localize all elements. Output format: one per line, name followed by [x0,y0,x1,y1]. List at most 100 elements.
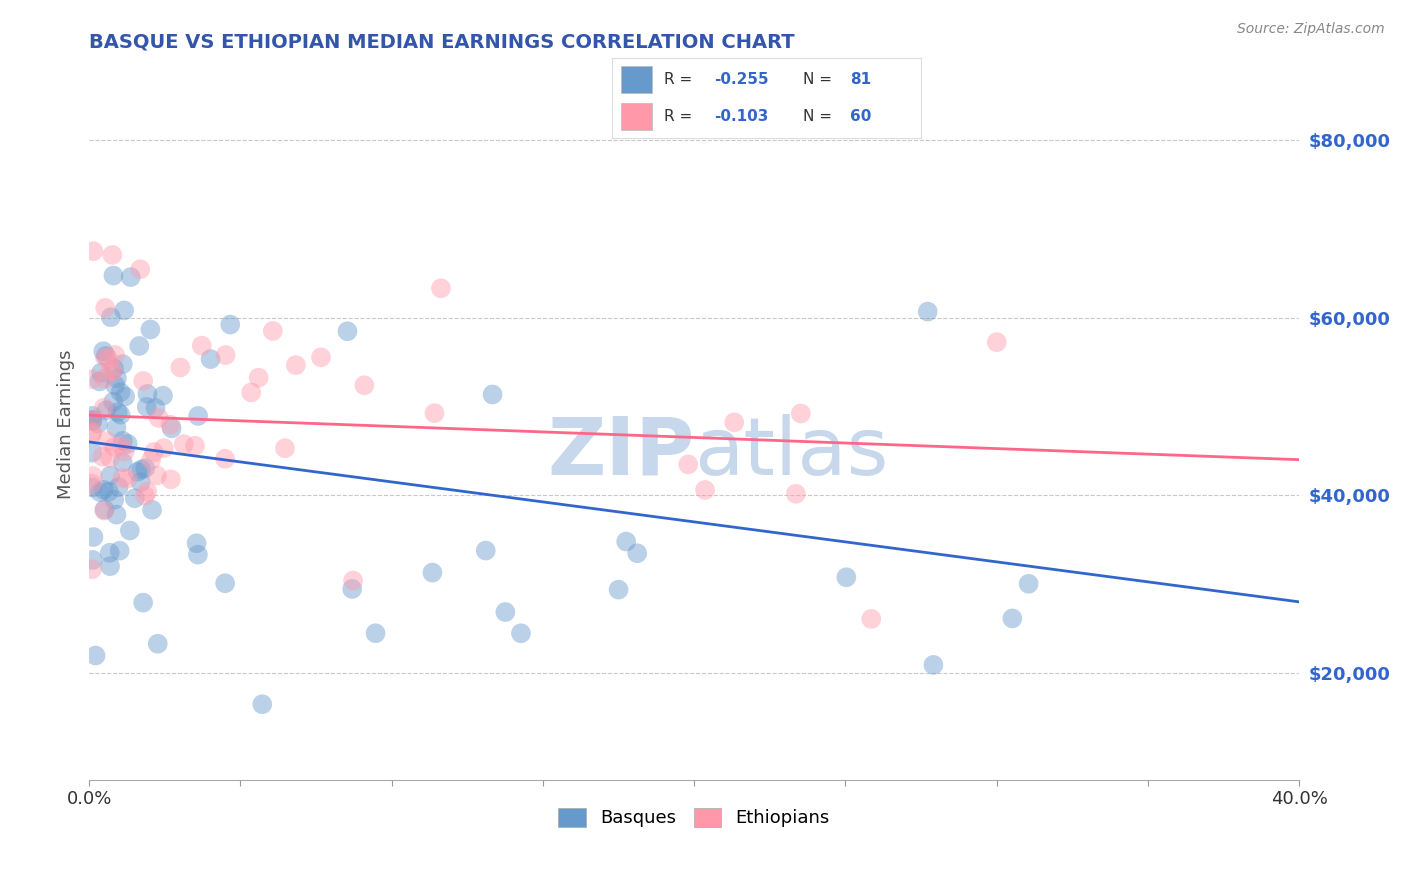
Point [132,374,155,388]
Point [184,439,207,453]
Point [723,415,745,429]
Point [117,437,139,451]
Point [340,582,363,596]
Point [922,657,945,672]
Point [118,524,141,538]
Point [187,409,209,423]
Point [84,648,107,663]
Point [82,426,104,441]
Point [89,485,111,500]
Point [82,553,104,567]
Point [214,348,236,362]
Text: N =: N = [803,72,837,87]
Point [82,481,104,495]
Point [159,417,181,432]
Point [93,502,115,516]
Text: 60: 60 [849,109,872,124]
Point [82,409,104,423]
Point [160,472,183,486]
Point [111,455,134,469]
Point [82,413,104,427]
FancyBboxPatch shape [621,103,652,130]
Point [90,366,112,380]
Point [785,487,807,501]
Point [103,440,125,454]
Point [146,468,169,483]
Point [835,570,858,584]
Point [91,344,114,359]
Point [252,697,274,711]
Point [152,389,174,403]
Point [148,411,170,425]
Point [309,351,332,365]
Point [98,468,121,483]
Point [82,244,104,259]
Point [82,469,104,483]
Point [169,360,191,375]
Point [494,605,516,619]
Point [336,324,359,338]
Point [146,637,169,651]
Point [860,612,883,626]
Point [107,480,129,494]
Point [105,508,128,522]
Point [1018,576,1040,591]
Legend: Basques, Ethiopians: Basques, Ethiopians [551,801,837,835]
Text: Source: ZipAtlas.com: Source: ZipAtlas.com [1237,22,1385,37]
Point [82,476,104,491]
Point [91,450,114,464]
Point [114,444,136,458]
Point [187,548,209,562]
FancyBboxPatch shape [621,66,652,94]
Point [129,462,152,476]
Point [134,461,156,475]
Point [112,303,135,318]
Point [110,385,132,400]
Point [98,546,121,560]
Point [82,372,104,386]
Point [82,425,104,439]
Point [101,248,124,262]
Text: -0.255: -0.255 [714,72,768,87]
Point [97,352,120,367]
Point [103,361,125,376]
Point [103,364,125,378]
Point [93,483,115,497]
Point [110,408,132,422]
Point [104,348,127,362]
Point [160,421,183,435]
Point [98,450,121,465]
Point [247,370,270,384]
Point [353,378,375,392]
Point [607,582,630,597]
Point [430,281,453,295]
Text: -0.103: -0.103 [714,109,768,124]
Point [111,439,134,453]
Point [191,338,214,352]
Point [82,413,104,427]
Text: R =: R = [664,72,697,87]
Point [284,358,307,372]
Point [214,576,236,591]
Point [917,304,939,318]
Point [94,301,117,315]
Point [139,453,162,467]
Point [364,626,387,640]
Point [219,318,242,332]
Point [117,472,139,486]
Point [135,400,157,414]
Point [128,339,150,353]
Point [103,394,125,409]
Point [111,434,134,448]
Text: N =: N = [803,109,837,124]
Point [103,268,125,283]
Point [100,364,122,378]
Point [626,546,648,560]
Point [111,357,134,371]
Point [100,310,122,325]
Point [93,503,115,517]
Point [104,378,127,392]
Point [240,385,263,400]
Point [93,401,115,415]
Point [103,492,125,507]
